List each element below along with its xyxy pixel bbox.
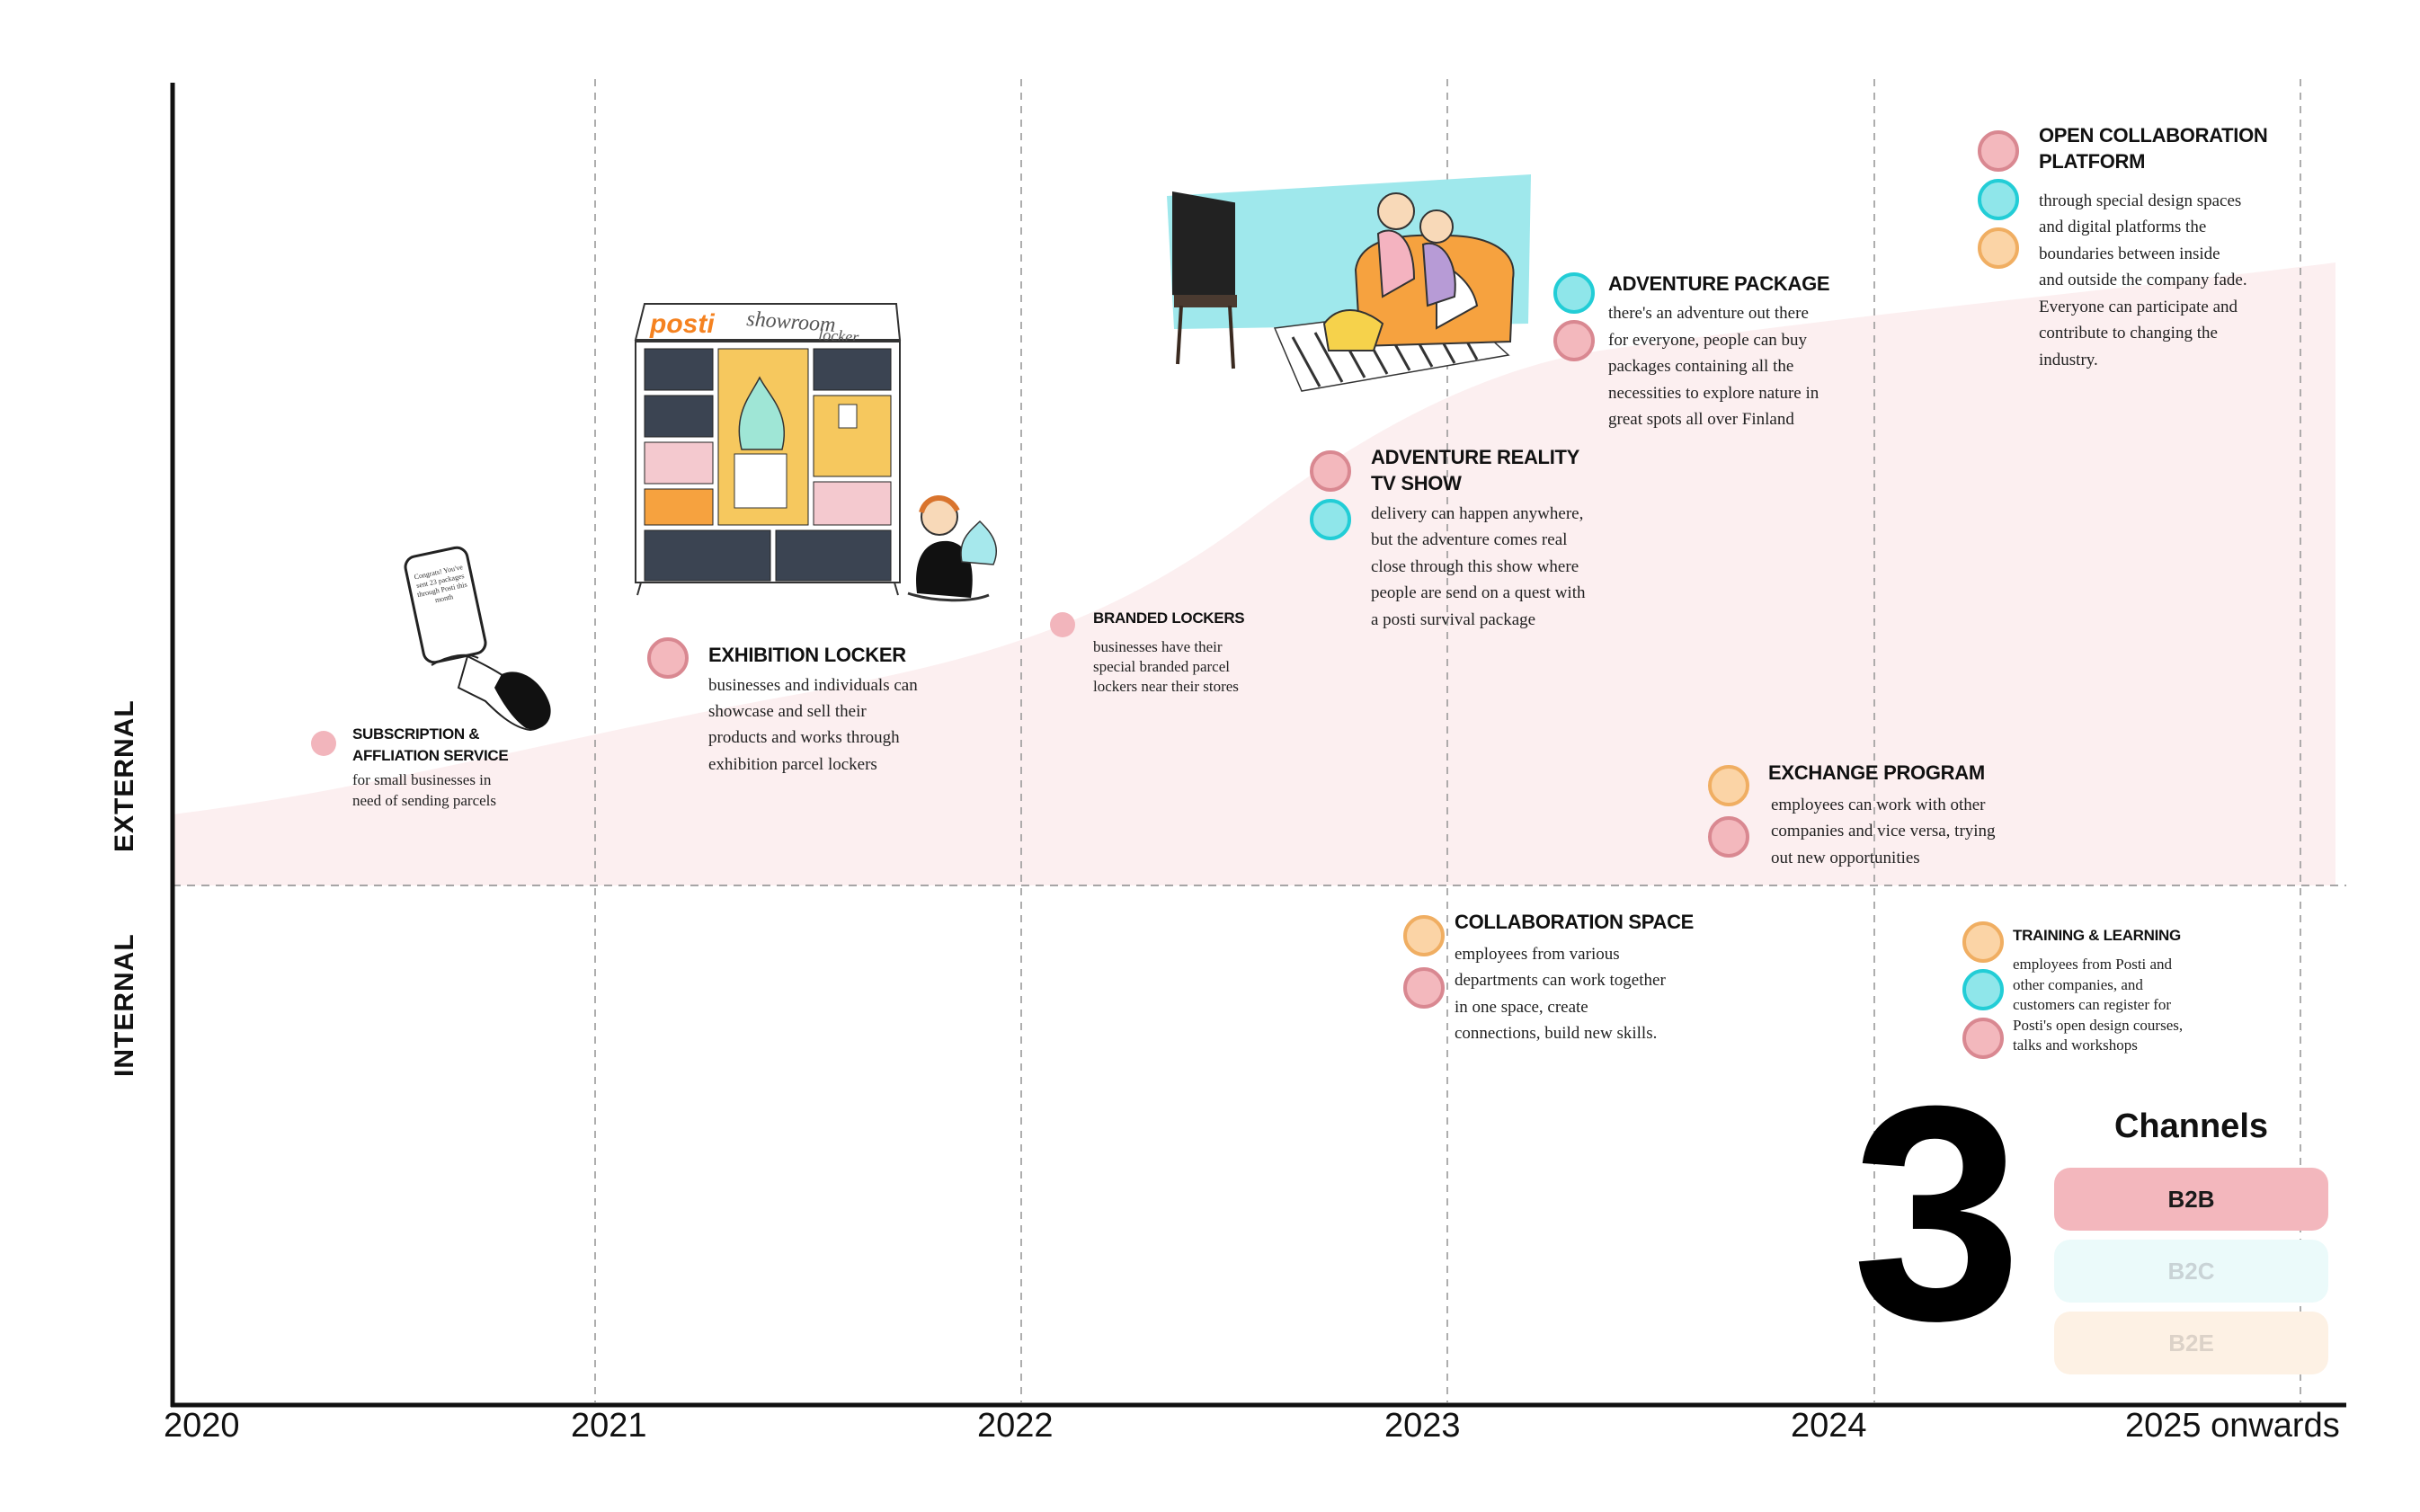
- branded-desc-line2: special branded parcel: [1093, 658, 1230, 675]
- reality-b2c-dot: [1310, 499, 1351, 540]
- open-desc-line3: boundaries between inside: [2039, 245, 2220, 263]
- branded-title: BRANDED LOCKERS: [1093, 609, 1245, 627]
- exchange-desc-line2: companies and vice versa, trying: [1771, 822, 1996, 840]
- training-desc-line2: other companies, and: [2013, 976, 2143, 993]
- open-title-line1: OPEN COLLABORATION: [2039, 124, 2268, 147]
- subscription-title-line1: SUBSCRIPTION &: [352, 725, 480, 743]
- training-b2e-dot: [1962, 921, 2004, 963]
- channel-b2e-label: B2E: [2168, 1329, 2214, 1356]
- open-desc-line2: and digital platforms the: [2039, 218, 2207, 236]
- exhibition-desc-line2: showcase and sell their: [708, 702, 867, 721]
- training-desc-line1: employees from Posti and: [2013, 956, 2173, 973]
- package-desc-line3: packages containing all the: [1608, 357, 1794, 376]
- package-b2c-dot: [1553, 272, 1595, 314]
- package-desc-line1: there's an adventure out there: [1608, 304, 1809, 323]
- open-b2c-dot: [1978, 179, 2019, 220]
- reality-desc-line2: but the adventure comes real: [1371, 530, 1568, 549]
- exhibition-desc-line4: exhibition parcel lockers: [708, 755, 877, 774]
- open-b2e-dot: [1978, 227, 2019, 269]
- growth-band: [173, 262, 2335, 885]
- reality-desc-line5: a posti survival package: [1371, 610, 1536, 629]
- collab-desc-line1: employees from various: [1455, 945, 1620, 964]
- subscription-desc-line1: for small businesses in: [352, 771, 492, 788]
- year-label-2025-onwards: 2025 onwards: [2125, 1407, 2340, 1445]
- year-label-2021: 2021: [571, 1407, 647, 1445]
- year-label-2020: 2020: [164, 1407, 240, 1445]
- open-desc-line4: and outside the company fade.: [2039, 271, 2247, 289]
- training-desc-line3: customers can register for: [2013, 996, 2172, 1013]
- open-desc-line1: through special design spaces: [2039, 191, 2242, 210]
- open-desc-line7: industry.: [2039, 351, 2098, 369]
- open-title-line2: PLATFORM: [2039, 150, 2146, 173]
- branded-b2b-dot: [1050, 612, 1075, 637]
- reality-title-line1: ADVENTURE REALITY: [1371, 446, 1580, 468]
- locker-brand-text: posti: [649, 309, 715, 339]
- package-desc-line2: for everyone, people can buy: [1608, 331, 1808, 350]
- training-desc-line4: Posti's open design courses,: [2013, 1017, 2184, 1034]
- open-b2b-dot: [1978, 130, 2019, 172]
- channel-b2c-label: B2C: [2167, 1257, 2215, 1285]
- training-b2b-dot: [1962, 1018, 2004, 1059]
- person-with-vase-illustration: [907, 495, 998, 602]
- internal-zone-label: INTERNAL: [110, 933, 139, 1077]
- channel-b2b: B2B: [2054, 1168, 2328, 1231]
- training-b2c-dot: [1962, 969, 2004, 1010]
- reality-title-line2: TV SHOW: [1371, 472, 1462, 494]
- channels-legend-title: Channels: [2113, 1107, 2269, 1145]
- collab-b2e-dot: [1403, 915, 1445, 956]
- year-label-2024: 2024: [1791, 1407, 1867, 1445]
- subscription-desc-line2: need of sending parcels: [352, 792, 497, 809]
- collab-desc-line4: connections, build new skills.: [1455, 1024, 1658, 1043]
- package-title: ADVENTURE PACKAGE: [1608, 272, 1830, 295]
- year-label-2022: 2022: [977, 1407, 1054, 1445]
- tv-show-living-room-illustration: [1167, 174, 1531, 392]
- collab-title: COLLABORATION SPACE: [1455, 911, 1695, 933]
- exchange-title: EXCHANGE PROGRAM: [1768, 761, 1985, 784]
- package-desc-line4: necessities to explore nature in: [1608, 384, 1819, 403]
- external-zone-label: EXTERNAL: [110, 699, 139, 852]
- training-desc-line5: talks and workshops: [2013, 1036, 2138, 1054]
- exchange-b2e-dot: [1708, 765, 1749, 806]
- subscription-b2b-dot: [311, 731, 336, 756]
- channel-b2e: B2E: [2054, 1312, 2328, 1374]
- exhibition-desc-line3: products and works through: [708, 728, 900, 747]
- exhibition-b2b-dot: [647, 637, 689, 679]
- reality-desc-line4: people are send on a quest with: [1371, 583, 1586, 602]
- package-b2b-dot: [1553, 320, 1595, 361]
- branded-desc-line3: lockers near their stores: [1093, 678, 1239, 695]
- training-title: TRAINING & LEARNING: [2013, 927, 2181, 944]
- year-label-2023: 2023: [1384, 1407, 1461, 1445]
- package-desc-line5: great spots all over Finland: [1608, 410, 1794, 429]
- exchange-desc-line1: employees can work with other: [1771, 796, 1986, 814]
- collab-desc-line3: in one space, create: [1455, 998, 1588, 1017]
- exhibition-title: EXHIBITION LOCKER: [708, 644, 906, 666]
- collab-desc-line2: departments can work together: [1455, 971, 1666, 990]
- channel-b2c: B2C: [2054, 1240, 2328, 1303]
- phone-hand-illustration: Congrats! You've sent 23 packages throug…: [404, 546, 551, 732]
- collab-b2b-dot: [1403, 967, 1445, 1009]
- open-desc-line5: Everyone can participate and: [2039, 298, 2238, 316]
- exchange-desc-line3: out new opportunities: [1771, 849, 1920, 867]
- subscription-title-line2: AFFLIATION SERVICE: [352, 747, 509, 764]
- reality-desc-line1: delivery can happen anywhere,: [1371, 504, 1584, 523]
- year-gridlines: [594, 79, 2301, 1402]
- exchange-b2b-dot: [1708, 816, 1749, 858]
- open-desc-line6: contribute to changing the: [2039, 324, 2218, 342]
- reality-b2b-dot: [1310, 450, 1351, 492]
- reality-desc-line3: close through this show where: [1371, 557, 1579, 576]
- branded-desc-line1: businesses have their: [1093, 638, 1223, 655]
- page-number: 3: [1852, 1043, 2023, 1384]
- showroom-locker-illustration: posti showroom locker: [634, 303, 902, 596]
- exhibition-desc-line1: businesses and individuals can: [708, 676, 918, 695]
- channel-b2b-label: B2B: [2167, 1185, 2215, 1213]
